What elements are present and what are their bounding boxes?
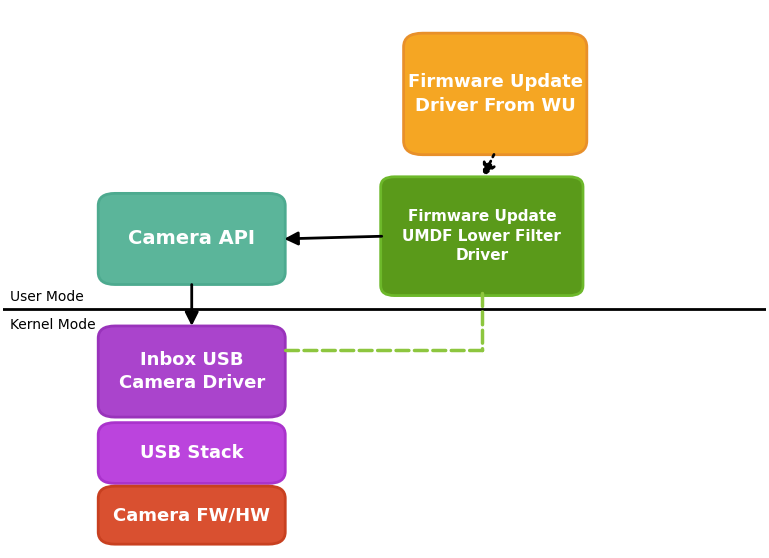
Text: Firmware Update
Driver From WU: Firmware Update Driver From WU — [408, 73, 583, 115]
Text: Inbox USB
Camera Driver: Inbox USB Camera Driver — [118, 351, 265, 392]
Text: User Mode: User Mode — [11, 290, 84, 304]
FancyBboxPatch shape — [98, 422, 285, 483]
Text: Camera FW/HW: Camera FW/HW — [113, 506, 270, 524]
FancyBboxPatch shape — [381, 177, 583, 296]
FancyBboxPatch shape — [98, 326, 285, 417]
FancyBboxPatch shape — [404, 33, 587, 155]
Text: Kernel Mode: Kernel Mode — [11, 318, 96, 331]
FancyBboxPatch shape — [98, 194, 285, 285]
Text: Camera API: Camera API — [128, 229, 255, 248]
Text: Firmware Update
UMDF Lower Filter
Driver: Firmware Update UMDF Lower Filter Driver — [402, 209, 561, 263]
Text: USB Stack: USB Stack — [140, 444, 244, 462]
FancyBboxPatch shape — [98, 486, 285, 544]
